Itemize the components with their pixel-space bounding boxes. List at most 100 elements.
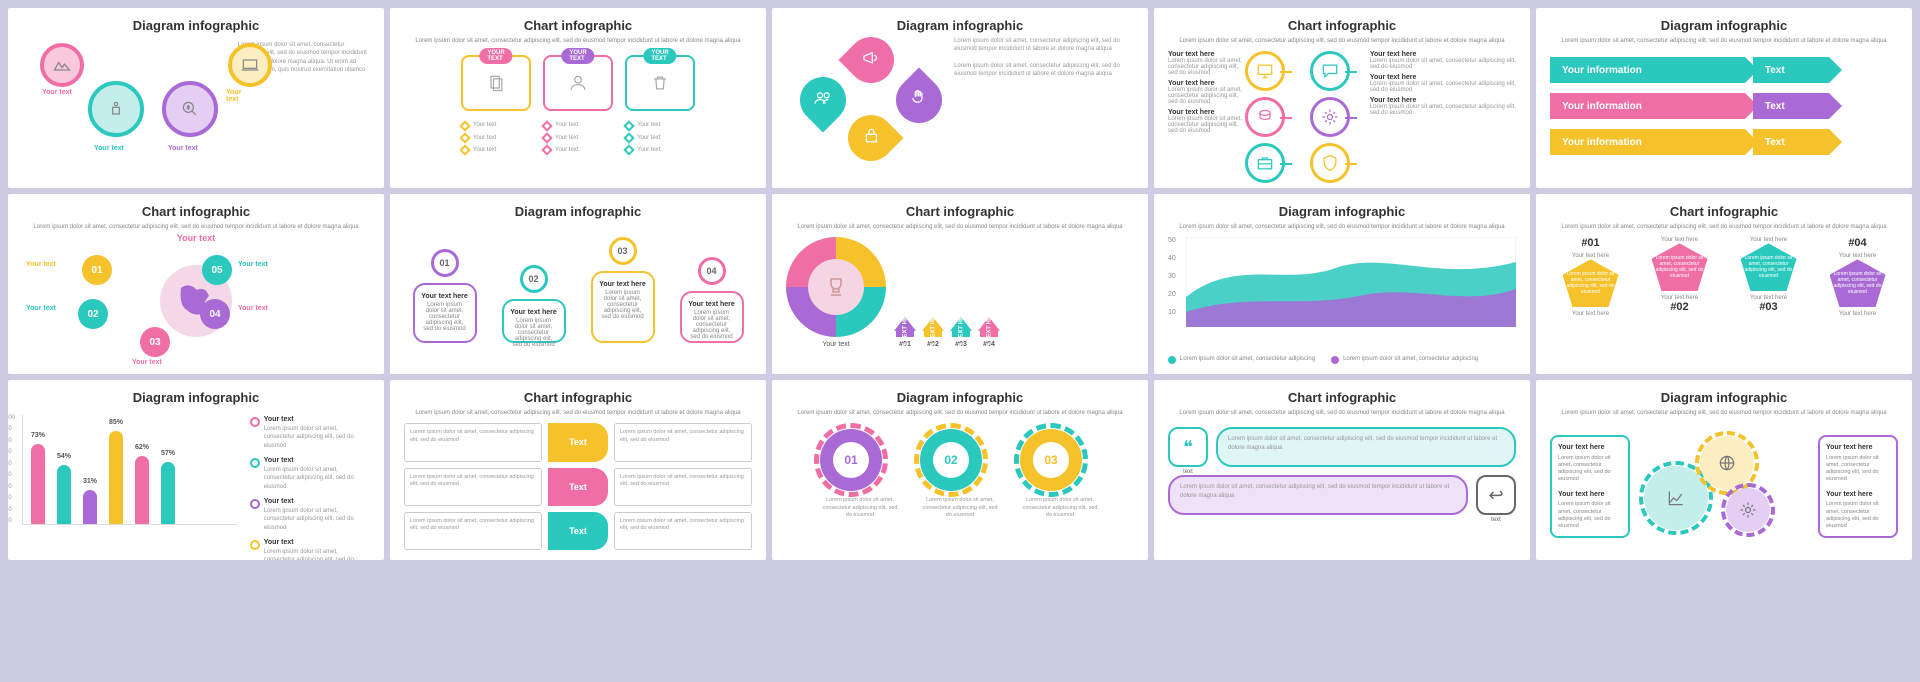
step: 04 Your text hereLorem ipsum dolor sit a… <box>680 257 744 343</box>
gear-col: 01 Lorem ipsum dolor sit amet, consectet… <box>820 429 900 518</box>
s3-fig <box>786 37 946 178</box>
s14-sub: Lorem ipsum dolor sit amet, consectetur … <box>1168 409 1516 417</box>
bubble-label: Your text <box>94 145 124 152</box>
s5-arrows: Your information Text Your information T… <box>1550 57 1898 155</box>
donut-chart <box>786 237 886 337</box>
legend-item: Your textLorem ipsum dolor sit amet, con… <box>250 415 370 450</box>
s6-body: Your text 01Your text02Your text03Your t… <box>22 237 370 364</box>
card-s9: Diagram infographic Lorem ipsum dolor si… <box>1154 194 1530 374</box>
arrow-row: Your information Text <box>1550 93 1898 119</box>
up-arrow: YOUR TEXT HERE #04 <box>978 317 1000 348</box>
step-ball: 02 <box>520 265 548 293</box>
legend-item: Your textLorem ipsum dolor sit amet, con… <box>250 456 370 491</box>
petal-users-icon <box>790 67 855 132</box>
s15-right-box: Your text hereLorem ipsum dolor sit amet… <box>1818 435 1898 537</box>
up-arrow: YOUR TEXT HERE #01 <box>894 317 916 348</box>
bar <box>161 462 175 524</box>
bubble-label: Your text <box>168 145 198 152</box>
quote-bubble: Lorem ipsum dolor sit amet, consectetur … <box>1168 475 1468 515</box>
num-badge: 04 <box>200 299 230 329</box>
s4-left: Your text hereLorem ipsum dolor sit amet… <box>1168 51 1245 183</box>
gear-icon: 01 <box>820 429 882 491</box>
card-s5: Diagram infographic Lorem ipsum dolor si… <box>1536 8 1912 188</box>
bar-chart: 100908070605040302010 <box>22 415 238 525</box>
diamond-icon <box>459 145 470 156</box>
gear-globe-icon <box>1700 436 1754 490</box>
s5-sub: Lorem ipsum dolor sit amet, consectetur … <box>1550 37 1898 45</box>
num-label: Your text <box>238 261 268 268</box>
text-cell: Lorem ipsum dolor sit amet, consectetur … <box>404 423 542 461</box>
legend-item: Your textLorem ipsum dolor sit amet, con… <box>250 538 370 560</box>
legend-item: Your textLorem ipsum dolor sit amet, con… <box>250 497 370 532</box>
bubble-mountain-icon <box>40 43 84 87</box>
pentagon-item: Your text here Lorem ipsum dolor sit ame… <box>1728 237 1809 317</box>
s13-sub: Lorem ipsum dolor sit amet, consectetur … <box>786 409 1134 417</box>
card-s3: Diagram infographic Lorem ipsum dolor si… <box>772 8 1148 188</box>
s9-sub: Lorem ipsum dolor sit amet, consectetur … <box>1168 223 1516 231</box>
s11-legend: Your textLorem ipsum dolor sit amet, con… <box>238 415 370 560</box>
s15-sub: Lorem ipsum dolor sit amet, consectetur … <box>1550 409 1898 417</box>
step-ball: 01 <box>431 249 459 277</box>
card-s11: Diagram infographic 10090807060504030201… <box>8 380 384 560</box>
s6-center-label: Your text <box>177 233 215 243</box>
s3-desc: Lorem ipsum dolor sit amet, consectetur … <box>946 37 1134 178</box>
s11-title: Diagram infographic <box>22 390 370 405</box>
circle-briefcase-icon <box>1245 143 1285 183</box>
pentagon-item: #01Your text here Lorem ipsum dolor sit … <box>1550 237 1631 317</box>
pentagon-item: #04Your text here Lorem ipsum dolor sit … <box>1817 237 1898 317</box>
arrow-short: Text <box>1753 129 1830 155</box>
legend-item: Lorem ipsum dolor sit amet, consectetur … <box>1168 356 1315 364</box>
arrow-short: Text <box>1753 57 1830 83</box>
step: 02 Your text hereLorem ipsum dolor sit a… <box>502 265 566 343</box>
gear-col: 02 Lorem ipsum dolor sit amet, consectet… <box>920 429 1000 518</box>
trophy-icon <box>808 259 864 315</box>
quote-icon: ❝text <box>1168 427 1208 467</box>
s15-left-box: Your text hereLorem ipsum dolor sit amet… <box>1550 435 1630 537</box>
card-s8: Chart infographic Lorem ipsum dolor sit … <box>772 194 1148 374</box>
s13-gears: 01 Lorem ipsum dolor sit amet, consectet… <box>786 429 1134 518</box>
arrow-icon: ↩text <box>1476 475 1516 515</box>
diamond-icon <box>459 132 470 143</box>
num-label: Your text <box>26 261 56 268</box>
up-arrow: YOUR TEXT HERE #02 <box>922 317 944 348</box>
bubble-laptop-icon <box>228 43 272 87</box>
s1-bubbles: Your textYour textYour textYour text <box>22 37 238 157</box>
bar <box>83 490 97 524</box>
arrow-row: Your information Text <box>1550 57 1898 83</box>
s6-title: Chart infographic <box>22 204 370 219</box>
s12-title: Chart infographic <box>404 390 752 405</box>
diamond-icon <box>623 120 634 131</box>
s2-bullets: Your textYour textYour textYour textYour… <box>404 121 752 158</box>
bullet-col: Your textYour textYour text <box>625 121 695 158</box>
card-s2: Chart infographic Lorem ipsum dolor sit … <box>390 8 766 188</box>
diamond-icon <box>541 120 552 131</box>
step-box: Your text hereLorem ipsum dolor sit amet… <box>591 271 655 343</box>
s3-title: Diagram infographic <box>786 18 1134 33</box>
s2-sub: Lorem ipsum dolor sit amet, consectetur … <box>404 37 752 45</box>
step-box: Your text hereLorem ipsum dolor sit amet… <box>680 291 744 343</box>
card-s13: Diagram infographic Lorem ipsum dolor si… <box>772 380 1148 560</box>
step: 03 Your text hereLorem ipsum dolor sit a… <box>591 237 655 343</box>
card-s12: Chart infographic Lorem ipsum dolor sit … <box>390 380 766 560</box>
text-cell: Lorem ipsum dolor sit amet, consectetur … <box>404 512 542 550</box>
s10-title: Chart infographic <box>1550 204 1898 219</box>
bubble-label: Your text <box>226 89 241 103</box>
s2-card: YOUR TEXT <box>625 55 695 111</box>
s5-title: Diagram infographic <box>1550 18 1898 33</box>
arrow-row: Your information Text <box>1550 129 1898 155</box>
s2-card: YOUR TEXT <box>461 55 531 111</box>
s4-right: Your text hereLorem ipsum dolor sit amet… <box>1370 51 1516 183</box>
diamond-icon <box>541 132 552 143</box>
tab: Text <box>548 468 608 506</box>
s2-cards: YOUR TEXTYOUR TEXTYOUR TEXT <box>404 55 752 111</box>
text-cell: Lorem ipsum dolor sit amet, consectetur … <box>614 423 752 461</box>
step-ball: 03 <box>609 237 637 265</box>
petal-lock-icon <box>838 105 903 170</box>
bubble-search-dollar-icon <box>162 81 218 137</box>
s9-title: Diagram infographic <box>1168 204 1516 219</box>
circle-gear-icon <box>1310 97 1350 137</box>
bubble-podium-icon <box>88 81 144 137</box>
diamond-icon <box>541 145 552 156</box>
petal-hand-icon <box>886 67 951 132</box>
bar <box>57 465 71 524</box>
